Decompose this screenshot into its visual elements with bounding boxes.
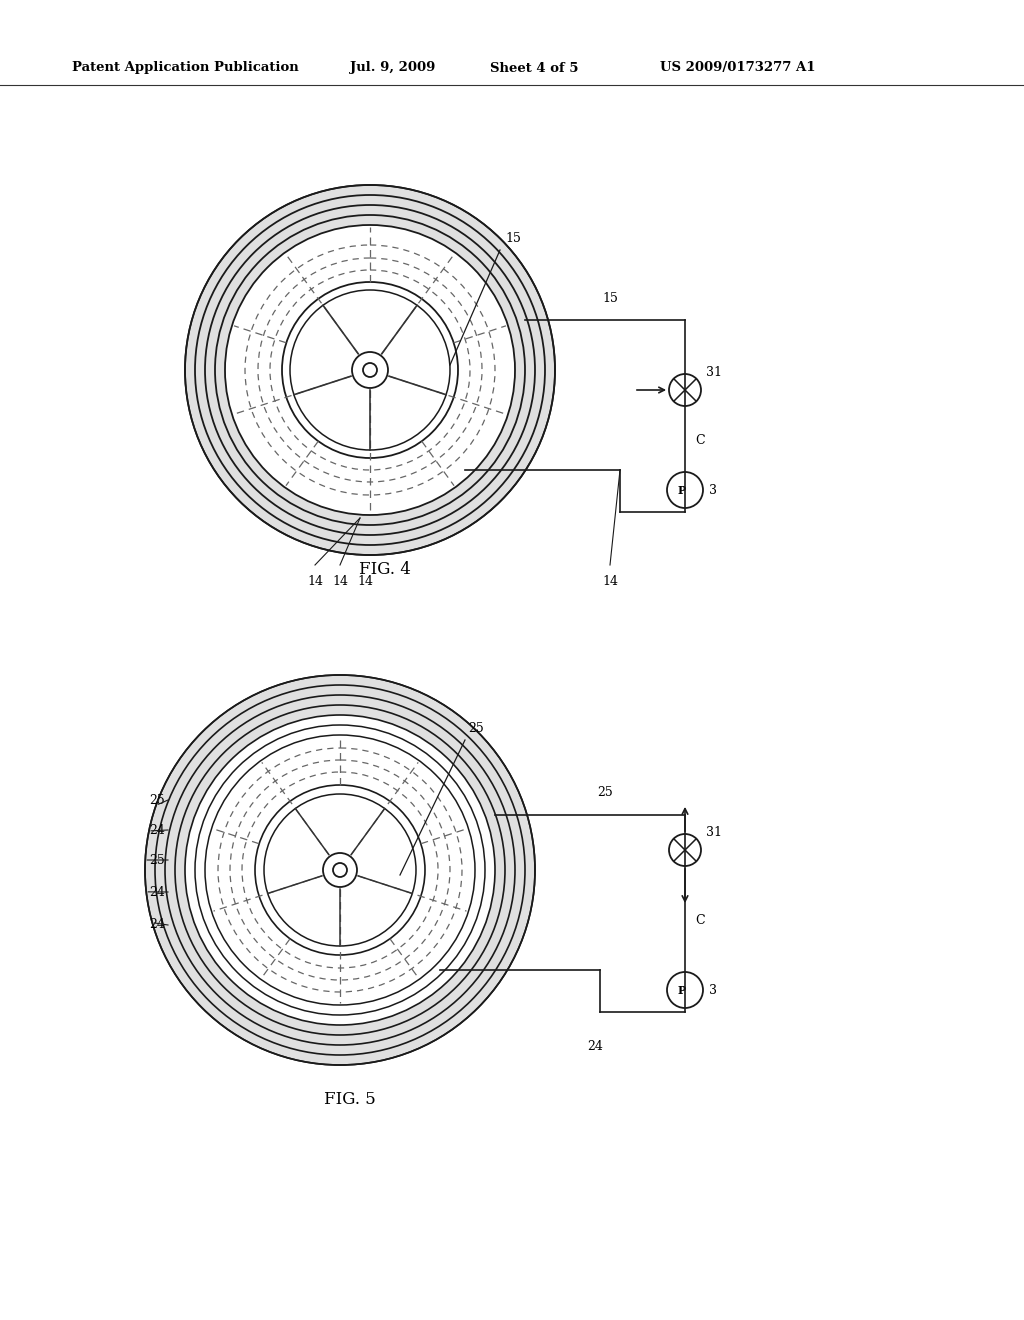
Text: 14: 14 <box>307 576 323 587</box>
Text: 31: 31 <box>706 826 722 840</box>
Text: 25: 25 <box>150 793 165 807</box>
Text: Sheet 4 of 5: Sheet 4 of 5 <box>490 62 579 74</box>
Text: 31: 31 <box>706 366 722 379</box>
Text: P: P <box>678 484 686 495</box>
Text: C: C <box>695 913 705 927</box>
Circle shape <box>185 185 555 554</box>
Text: FIG. 4: FIG. 4 <box>359 561 411 578</box>
Text: C: C <box>695 433 705 446</box>
Text: 15: 15 <box>602 292 617 305</box>
Text: 3: 3 <box>709 483 717 496</box>
Text: 3: 3 <box>709 983 717 997</box>
Text: P: P <box>678 985 686 995</box>
Text: Patent Application Publication: Patent Application Publication <box>72 62 299 74</box>
Text: 25: 25 <box>597 787 613 800</box>
Text: 14: 14 <box>602 576 618 587</box>
Circle shape <box>225 224 515 515</box>
Text: 24: 24 <box>150 886 165 899</box>
Text: 24: 24 <box>587 1040 603 1053</box>
Text: 14: 14 <box>332 576 348 587</box>
Circle shape <box>185 715 495 1026</box>
Text: 14: 14 <box>357 576 373 587</box>
Text: 15: 15 <box>505 232 521 246</box>
Text: 24: 24 <box>150 919 165 932</box>
Text: 24: 24 <box>150 824 165 837</box>
Text: 25: 25 <box>150 854 165 866</box>
Text: Jul. 9, 2009: Jul. 9, 2009 <box>350 62 435 74</box>
Text: 25: 25 <box>468 722 483 735</box>
Circle shape <box>145 675 535 1065</box>
Text: FIG. 5: FIG. 5 <box>325 1092 376 1109</box>
Text: US 2009/0173277 A1: US 2009/0173277 A1 <box>660 62 815 74</box>
